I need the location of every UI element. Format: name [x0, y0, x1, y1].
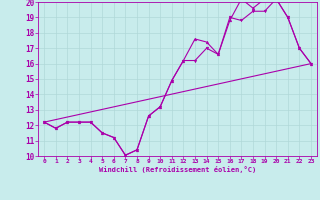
X-axis label: Windchill (Refroidissement éolien,°C): Windchill (Refroidissement éolien,°C) [99, 166, 256, 173]
